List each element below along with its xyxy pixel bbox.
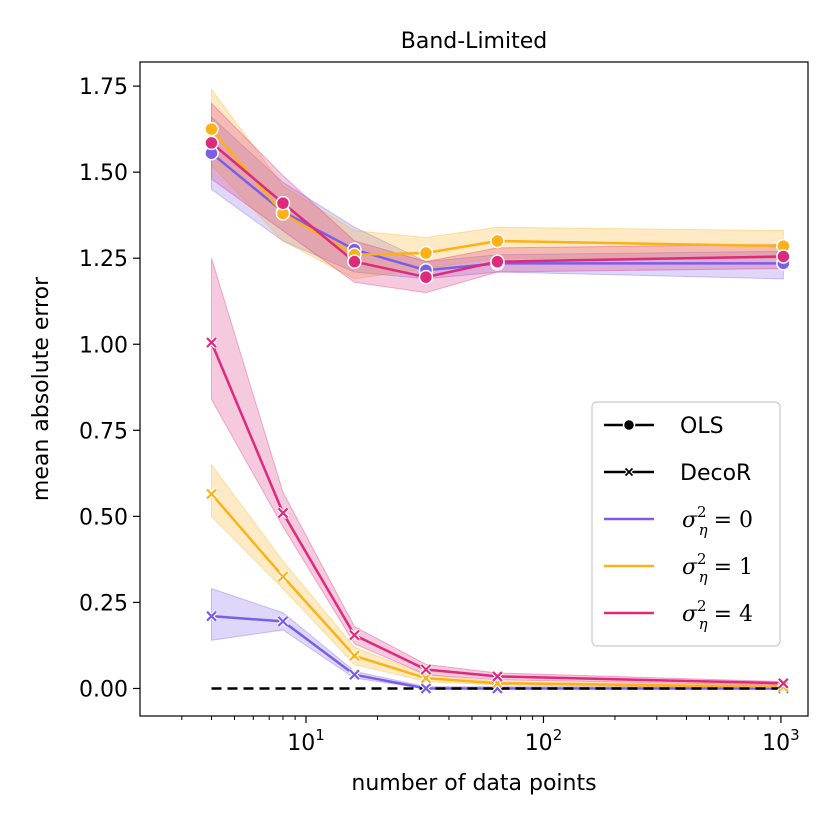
x-tick-label-2: 103 — [762, 726, 800, 756]
legend-label-1: DecoR — [680, 461, 751, 486]
point-1-3 — [418, 245, 434, 261]
band-0 — [210, 115, 784, 280]
point-2-2 — [347, 254, 362, 269]
legend-entry-3: σ2 η = 1 — [604, 550, 753, 586]
point-4-0 — [205, 487, 218, 501]
y-tick-label-5: 1.25 — [79, 247, 128, 272]
chart-title: Band-Limited — [401, 29, 547, 54]
legend: OLS DecoR σ2 η = 0 σ2 η = 1 σ2 η = 4 — [591, 401, 781, 647]
x-tick-label-1: 102 — [525, 726, 563, 756]
point-5-0 — [205, 336, 218, 349]
legend-label-3: σ2 η = 1 — [682, 550, 753, 586]
legend-box — [591, 401, 781, 647]
line-1 — [210, 128, 784, 257]
y-tick-label-6: 1.50 — [79, 161, 128, 186]
x-axis: 101 102 103 — [181, 716, 800, 756]
series-lines — [210, 128, 784, 690]
y-tick-label-2: 0.50 — [79, 505, 128, 530]
legend-entry-0: OLS — [604, 414, 724, 439]
point-3-1 — [276, 615, 290, 628]
plot-frame — [139, 61, 809, 717]
legend-label-4: σ2 η = 4 — [682, 597, 753, 633]
y-tick-label-4: 1.00 — [79, 333, 128, 358]
point-4-2 — [348, 649, 361, 662]
line-4 — [210, 493, 784, 688]
point-2-3 — [418, 269, 434, 285]
point-2-4 — [490, 254, 505, 269]
y-tick-label-0: 0.00 — [79, 677, 128, 702]
point-2-1 — [275, 195, 291, 211]
point-4-1 — [276, 570, 290, 583]
point-5-3 — [419, 663, 433, 676]
legend-entry-4: σ2 η = 4 — [604, 597, 753, 633]
x-axis-label: number of data points — [351, 771, 596, 796]
legend-entry-2: σ2 η = 0 — [604, 503, 753, 539]
point-3-3 — [419, 682, 433, 695]
y-tick-label-1: 0.25 — [79, 591, 128, 616]
y-axis: 0.00 0.25 0.50 0.75 1.00 1.25 1.50 1.75 — [79, 75, 140, 702]
legend-label-0: OLS — [680, 414, 724, 439]
point-3-0 — [205, 610, 218, 623]
y-tick-label-3: 0.75 — [79, 419, 128, 444]
point-5-5 — [777, 677, 790, 690]
y-axis-label: mean absolute error — [29, 276, 54, 501]
series-markers — [204, 121, 791, 695]
line-3 — [211, 614, 784, 690]
legend-entry-1: DecoR — [604, 461, 751, 486]
line-5 — [210, 342, 784, 685]
point-3-2 — [348, 668, 361, 681]
line-2 — [210, 141, 784, 279]
y-tick-label-7: 1.75 — [79, 75, 128, 100]
point-1-0 — [204, 121, 219, 137]
point-5-2 — [348, 629, 361, 642]
x-tick-label-0: 101 — [287, 726, 325, 756]
legend-label-2: σ2 η = 0 — [682, 503, 753, 539]
point-2-0 — [204, 135, 219, 151]
point-1-4 — [490, 233, 505, 249]
line-0 — [210, 152, 784, 272]
point-2-5 — [776, 249, 791, 264]
point-5-4 — [491, 670, 504, 683]
point-5-1 — [276, 506, 290, 520]
